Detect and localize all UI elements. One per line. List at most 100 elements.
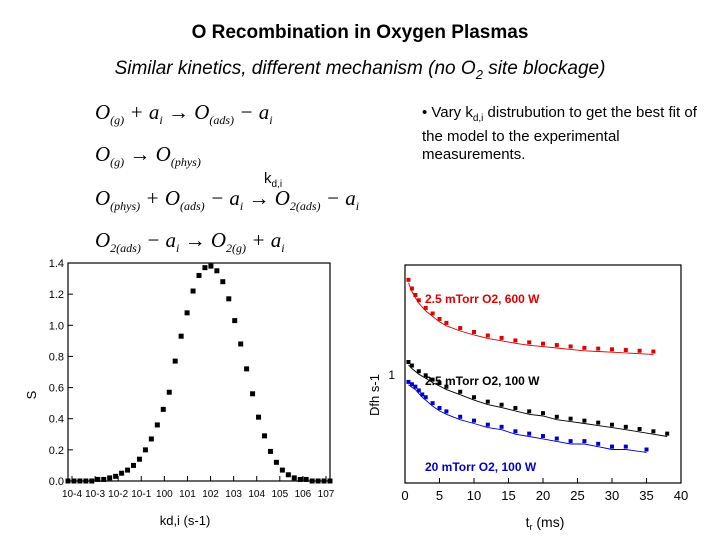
right-data-point	[485, 333, 490, 338]
right-data-point	[472, 418, 476, 423]
right-data-point	[568, 416, 573, 421]
right-data-point	[610, 347, 614, 352]
left-data-point	[303, 476, 309, 482]
left-data-point	[154, 422, 160, 428]
left-data-point	[244, 366, 250, 372]
left-xtick-label: 10-1	[131, 489, 151, 500]
right-data-point	[409, 286, 414, 291]
slide-subtitle: Similar kinetics, different mechanism (n…	[0, 58, 720, 82]
left-data-point	[285, 472, 291, 478]
left-data-point	[196, 272, 202, 278]
left-data-point	[208, 263, 214, 269]
right-data-point	[596, 420, 601, 425]
left-ytick-label: 1.2	[49, 289, 64, 301]
right-data-point	[409, 382, 414, 387]
left-chart-xlabel: kd,i (s-1)	[160, 513, 211, 528]
right-data-point	[413, 293, 418, 298]
left-data-point	[89, 478, 95, 484]
right-fit-line	[408, 364, 668, 437]
right-data-point	[416, 388, 421, 393]
right-legend-label: 2.5 mTorr O2, 600 W	[425, 292, 540, 306]
right-data-point	[430, 377, 435, 382]
right-data-point	[554, 414, 559, 419]
right-chart-ytick: 1	[388, 368, 395, 382]
right-data-point	[554, 343, 559, 348]
left-ytick-label: 0.8	[49, 351, 64, 363]
right-data-point	[541, 434, 545, 439]
left-ytick-label: 0.2	[49, 445, 64, 457]
left-data-point	[83, 478, 89, 484]
left-data-point	[172, 358, 178, 364]
equation-4: O2(ads) − ai → O2(g) + ai	[95, 228, 285, 256]
right-xtick-label: 20	[536, 488, 550, 503]
left-data-point	[238, 341, 244, 347]
subtitle-text: Similar kinetics, different mechanism (n…	[114, 58, 476, 79]
left-data-point	[202, 265, 208, 271]
left-xtick-label: 100	[156, 489, 173, 500]
right-chart-xticks: 0 5 10 15 20 25 30 35 40	[401, 478, 688, 503]
right-data-point	[513, 338, 518, 343]
left-chart-yticks: 0.0 0.2 0.4 0.6 0.8 1.0 1.2 1.4	[49, 258, 73, 488]
left-ytick-label: 1.4	[49, 258, 64, 270]
right-data-point	[596, 346, 601, 351]
left-data-point	[250, 391, 256, 397]
right-data-point	[430, 401, 435, 406]
right-chart-xlabel: tr (ms)	[526, 514, 565, 532]
right-data-point	[610, 444, 614, 449]
left-ytick-label: 0.4	[49, 414, 64, 426]
right-data-point	[623, 348, 628, 353]
right-data-point	[499, 402, 504, 407]
left-chart-marks	[65, 263, 333, 484]
right-data-point	[406, 359, 411, 364]
right-data-point	[420, 392, 425, 397]
right-xtick-label: 40	[674, 488, 688, 503]
right-data-point	[596, 441, 601, 446]
left-chart-frame	[67, 262, 331, 482]
right-data-point	[623, 444, 628, 449]
left-data-point	[160, 406, 166, 412]
right-data-point	[554, 436, 559, 441]
right-chart: 0 5 10 15 20 25 30 35 40 1 tr (ms) Dfh s-1 2.5 m…	[367, 264, 688, 532]
left-xtick-label: 102	[202, 489, 219, 500]
right-data-point	[644, 447, 649, 452]
left-xtick-label: 10-3	[85, 489, 105, 500]
right-data-point	[423, 395, 428, 400]
left-data-point	[267, 448, 273, 454]
right-data-point	[499, 335, 504, 340]
subtitle-subscript: 2	[475, 66, 483, 82]
right-data-point	[513, 405, 518, 410]
right-xtick-label: 35	[639, 488, 653, 503]
left-data-point	[309, 478, 315, 484]
right-data-point	[472, 395, 476, 400]
right-xtick-label: 30	[605, 488, 619, 503]
left-data-point	[321, 478, 327, 484]
left-data-point	[262, 433, 268, 439]
left-data-point	[107, 475, 113, 481]
equation-1: O(g) + ai → O(ads) − ai	[95, 100, 273, 128]
right-data-point	[472, 329, 476, 334]
bullet-text: • Vary kd,i distrubution to get the best…	[422, 104, 697, 163]
left-data-point	[297, 476, 303, 482]
left-xtick-label: 103	[225, 489, 242, 500]
rate-constant-label: kd,i	[264, 170, 283, 190]
right-xtick-label: 10	[467, 488, 481, 503]
left-chart-ylabel: S	[24, 390, 39, 399]
right-data-point	[406, 379, 411, 384]
right-data-point	[409, 363, 414, 368]
right-data-point	[437, 316, 442, 321]
left-data-point	[95, 476, 101, 482]
left-data-point	[256, 414, 262, 420]
left-data-point	[119, 470, 125, 476]
right-data-point	[637, 427, 642, 432]
left-data-point	[190, 288, 196, 294]
right-data-point	[406, 277, 411, 282]
equation-3: O(phys) + O(ads) − ai → O2(ads) − ai	[95, 186, 360, 214]
left-data-point	[166, 389, 172, 395]
right-data-point	[423, 305, 428, 310]
left-data-point	[130, 462, 136, 468]
right-xtick-label: 0	[401, 488, 408, 503]
right-data-point	[651, 429, 656, 434]
right-data-point	[437, 405, 442, 410]
right-data-point	[485, 399, 490, 404]
right-legend-label: 2.5 mTorr O2, 100 W	[425, 374, 540, 388]
